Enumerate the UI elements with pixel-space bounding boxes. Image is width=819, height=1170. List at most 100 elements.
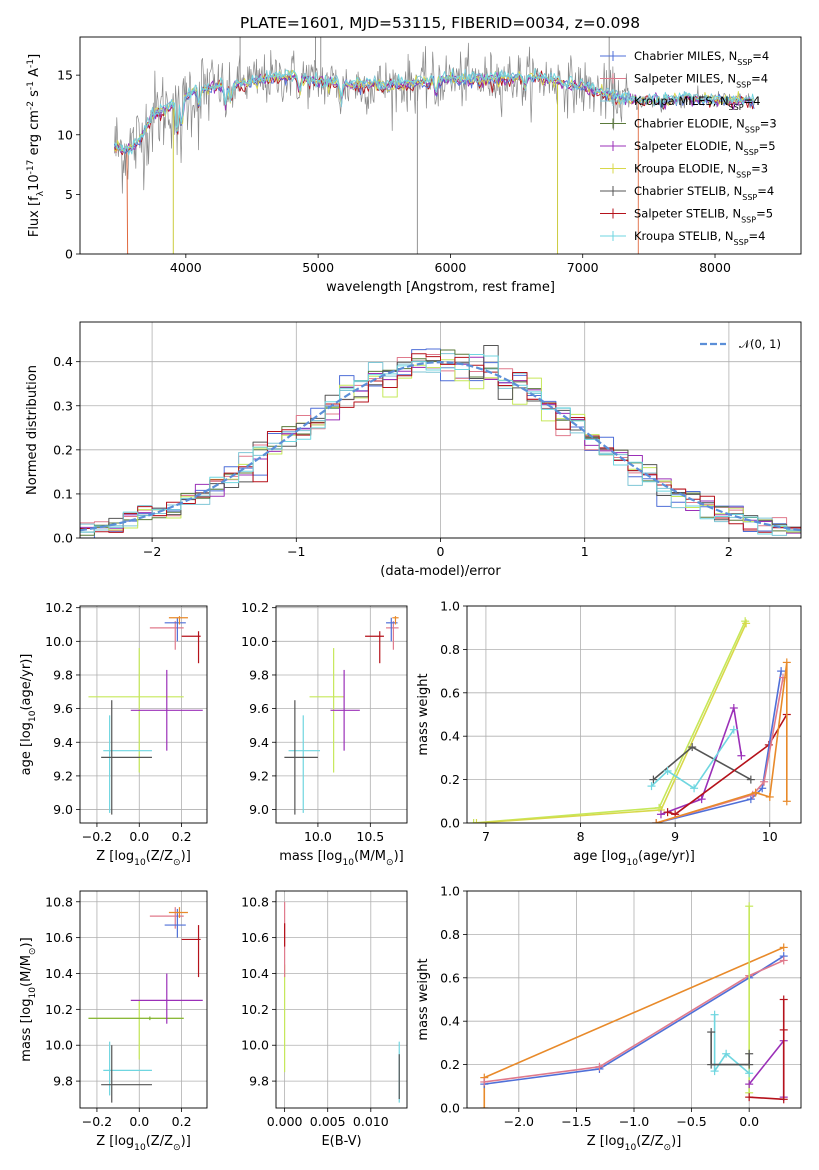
x-tick-label: 0.2	[172, 1114, 192, 1129]
weight-series-1	[476, 623, 747, 823]
y-tick-label: 0.2	[53, 442, 73, 457]
x-tick-label: 2	[725, 544, 733, 559]
legend-entry: Salpeter ELODIE, NSSP=5	[634, 139, 776, 157]
residual-histogram-8	[80, 353, 801, 537]
y-tick-label: 1.0	[440, 884, 460, 899]
x-tick-label: 7000	[567, 260, 599, 275]
y-tick-label: 10.2	[241, 600, 269, 615]
weight-series-4	[713, 1014, 750, 1074]
y-tick-label: 9.6	[249, 701, 269, 716]
x-tick-label: −0.5	[676, 1114, 706, 1129]
x-tick-label: −0.2	[82, 829, 112, 844]
y-tick-label: 9.4	[249, 735, 269, 750]
x-axis-label: (data-model)/error	[380, 564, 501, 579]
y-tick-label: 10.4	[241, 966, 269, 981]
x-tick-label: 10.0	[304, 829, 332, 844]
model-spectrum-8	[113, 68, 755, 156]
plot-area-mass_weight_vs_Z	[480, 902, 788, 1108]
x-tick-label: 0	[437, 544, 445, 559]
panel-mass_vs_Z: −0.2 0.0 0.2 9.8 10.0 10.2 10.4 10.6 10.8 Z [log1…	[19, 890, 208, 1153]
plot-area-residuals	[80, 345, 801, 538]
y-tick-label: 10.0	[45, 634, 73, 649]
x-axis-label: Z [log10(Z/Z⊙)]	[96, 1134, 191, 1153]
x-tick-label: −1.0	[619, 1114, 649, 1129]
legend-normal-label: 𝒩(0, 1)	[739, 337, 781, 351]
panel-mass_weight_vs_Z: −2.0 −1.5 −1.0 −0.5 0.0 0.0 0.2 0.4 0.6 0.8 1.0 Z […	[416, 884, 802, 1153]
y-tick-label: 0.8	[440, 927, 460, 942]
y-tick-label: 0.1	[53, 486, 73, 501]
x-tick-label: 1	[581, 544, 589, 559]
legend-entry: Kroupa STELIB, NSSP=4	[634, 229, 765, 247]
x-axis-label: mass [log10(M/M⊙)]	[279, 849, 403, 868]
y-axis-label: mass weight	[416, 673, 431, 755]
y-tick-label: 9.8	[249, 1074, 269, 1089]
y-tick-label: 10.2	[45, 600, 73, 615]
y-tick-label: 0	[65, 247, 73, 262]
y-tick-label: 9.0	[53, 802, 73, 817]
x-tick-label: 0.0	[739, 1114, 759, 1129]
x-tick-label: 0.005	[310, 1114, 346, 1129]
y-tick-label: 10.8	[45, 894, 73, 909]
x-axis-label: Z [log10(Z/Z⊙)]	[96, 849, 191, 868]
x-tick-label: 10	[762, 829, 778, 844]
weight-series-5	[710, 1032, 750, 1066]
y-tick-label: 0.6	[440, 970, 460, 985]
weight-series-6	[748, 1039, 785, 1098]
axes-frame	[79, 36, 802, 255]
x-tick-label: 8	[577, 829, 585, 844]
x-tick-label: −1.5	[561, 1114, 591, 1129]
y-tick-label: 0.4	[440, 729, 460, 744]
axes-frame	[466, 890, 802, 1109]
y-tick-label: 9.2	[249, 768, 269, 783]
y-tick-label: 0.2	[440, 1057, 460, 1072]
y-tick-label: 9.2	[53, 768, 73, 783]
axes-frame	[79, 890, 208, 1109]
y-axis-label: Normed distribution	[25, 365, 40, 495]
y-tick-label: 9.8	[53, 667, 73, 682]
y-tick-label: 15	[57, 68, 73, 83]
figure-title: PLATE=1601, MJD=53115, FIBERID=0034, z=0…	[240, 14, 640, 32]
plot-area-mass_vs_ebv	[284, 901, 400, 1103]
x-tick-label: 0.0	[129, 1114, 149, 1129]
x-tick-label: 0.0	[129, 829, 149, 844]
x-tick-label: −2.0	[504, 1114, 534, 1129]
y-tick-label: 0.4	[53, 354, 73, 369]
plot-area-age_vs_Z	[88, 616, 203, 815]
y-tick-label: 9.0	[249, 802, 269, 817]
y-tick-label: 10.2	[45, 1002, 73, 1017]
y-tick-label: 0.2	[440, 772, 460, 787]
y-tick-label: 10.0	[45, 1038, 73, 1053]
legend-entry: Chabrier MILES, NSSP=4	[634, 49, 769, 67]
y-tick-label: 0.6	[440, 685, 460, 700]
y-axis-label: Flux [fλ10-17 erg cm-2 s-1 A-1]	[26, 54, 46, 237]
legend-entry: Kroupa ELODIE, NSSP=3	[634, 162, 768, 180]
legend-entry: Salpeter STELIB, NSSP=5	[634, 207, 773, 225]
y-axis-label: mass [log10(M/M⊙)]	[19, 937, 38, 1061]
plot-area-spectrum	[113, 37, 755, 254]
x-axis-label: Z [log10(Z/Z⊙)]	[587, 1134, 682, 1153]
x-axis-label: E(B-V)	[321, 1134, 361, 1149]
legend-entry: Chabrier STELIB, NSSP=4	[634, 184, 774, 202]
y-tick-label: 10.0	[241, 634, 269, 649]
y-tick-label: 9.8	[53, 1074, 73, 1089]
y-tick-label: 10	[57, 127, 73, 142]
axes-frame	[275, 605, 408, 824]
x-tick-label: 0.010	[353, 1114, 389, 1129]
y-tick-label: 1.0	[440, 599, 460, 614]
x-axis-label: wavelength [Angstrom, rest frame]	[326, 280, 555, 295]
axes-frame	[466, 605, 802, 824]
axes-frame	[79, 321, 802, 539]
x-tick-label: 4000	[170, 260, 202, 275]
y-tick-label: 0.0	[440, 1101, 460, 1116]
x-tick-label: 9	[671, 829, 679, 844]
y-tick-label: 10.8	[241, 894, 269, 909]
weight-series-4	[650, 729, 735, 790]
x-tick-label: −1	[287, 544, 305, 559]
x-tick-label: 0.2	[172, 829, 192, 844]
y-tick-label: 9.6	[53, 701, 73, 716]
x-tick-label: 10.5	[356, 829, 384, 844]
x-axis-label: age [log10(age/yr)]	[573, 849, 695, 868]
x-tick-label: 0.000	[267, 1114, 303, 1129]
y-axis-label: mass weight	[416, 958, 431, 1040]
plot-area-mass_weight_vs_age	[469, 617, 791, 823]
